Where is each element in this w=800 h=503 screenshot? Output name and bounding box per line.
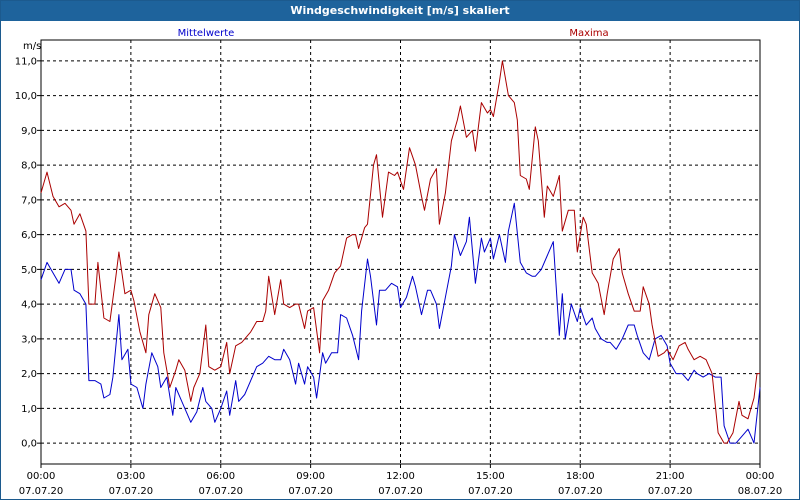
series-line-maxima [40, 60, 760, 444]
x-tick-time-label: 15:00 [476, 471, 505, 482]
y-tick-label: 11,0 [15, 56, 37, 67]
plot-area: 0,0 1,0 2,0 3,0 4,0 5,0 6,0 7,0 8,0 9,0 10,0 11,0 0… [1, 21, 799, 499]
y-tick-label: 5,0 [21, 265, 37, 276]
x-tick-date-label: 07.07.20 [198, 486, 243, 497]
x-tick-time-label: 03:00 [116, 471, 145, 482]
x-tick-date-label: 07.07.20 [378, 486, 423, 497]
y-axis: 0,0 1,0 2,0 3,0 4,0 5,0 6,0 7,0 8,0 9,0 10,0 11,0 [15, 56, 41, 450]
x-tick-date-label: 07.07.20 [648, 486, 693, 497]
x-tick-date-label: 07.07.20 [558, 486, 603, 497]
y-tick-label: 8,0 [21, 161, 37, 172]
x-tick-date-label: 08.07.20 [738, 486, 783, 497]
x-tick-time-label: 00:00 [27, 471, 56, 482]
legend: Mittelwerte Maxima [178, 28, 609, 39]
window-title: Windgeschwindigkeit [m/s] skaliert [1, 1, 799, 21]
x-tick-time-label: 00:00 [746, 471, 775, 482]
series-lines [40, 60, 761, 444]
legend-entry-mittelwerte: Mittelwerte [178, 28, 235, 39]
y-tick-label: 7,0 [21, 195, 37, 206]
y-tick-label: 10,0 [15, 91, 37, 102]
y-tick-label: 6,0 [21, 230, 37, 241]
y-tick-label: 1,0 [21, 404, 37, 415]
x-tick-date-label: 07.07.20 [468, 486, 513, 497]
x-tick-time-label: 06:00 [206, 471, 235, 482]
x-tick-time-label: 12:00 [386, 471, 415, 482]
y-axis-unit-label: m/s [23, 41, 41, 52]
x-tick-time-label: 21:00 [656, 471, 685, 482]
grid-lines [41, 40, 760, 464]
x-tick-date-label: 07.07.20 [288, 486, 333, 497]
series-line-mittelwerte [40, 202, 761, 444]
y-tick-label: 2,0 [21, 369, 37, 380]
x-tick-time-label: 18:00 [566, 471, 595, 482]
y-tick-label: 9,0 [21, 126, 37, 137]
y-tick-label: 0,0 [21, 439, 37, 450]
y-tick-label: 4,0 [21, 300, 37, 311]
x-axis: 00:00 07.07.20 03:00 07.07.20 06:00 07.07.20 0… [19, 464, 783, 497]
legend-entry-maxima: Maxima [569, 28, 608, 39]
x-tick-date-label: 07.07.20 [19, 486, 64, 497]
wind-speed-chart: 0,0 1,0 2,0 3,0 4,0 5,0 6,0 7,0 8,0 9,0 10,0 11,0 0… [15, 28, 783, 497]
x-tick-date-label: 07.07.20 [109, 486, 154, 497]
x-tick-time-label: 09:00 [296, 471, 325, 482]
y-tick-label: 3,0 [21, 334, 37, 345]
